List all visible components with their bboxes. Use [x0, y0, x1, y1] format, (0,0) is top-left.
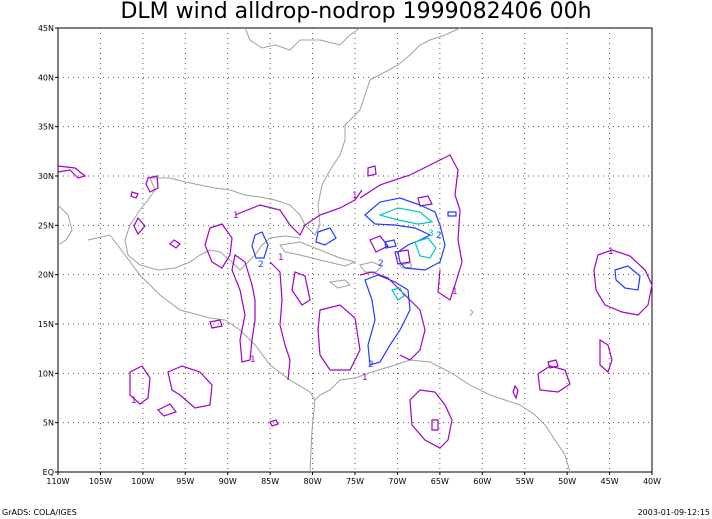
contour-labels: 1 1 2 1 3 2 2 2 1 1 1 1 1: [131, 191, 614, 406]
contour-label: 2: [258, 260, 264, 270]
contour-label: 1: [278, 253, 284, 263]
x-tick-label: 90W: [219, 477, 237, 486]
x-tick-label: 60W: [473, 477, 491, 486]
x-tick-label: 105W: [89, 477, 112, 486]
contour-level-1: [57, 154, 653, 449]
contour-label: 1: [352, 191, 358, 201]
coastlines: [57, 27, 571, 473]
contour-label: 1: [233, 211, 239, 221]
x-tick-label: 85W: [261, 477, 279, 486]
y-tick-label: 30N: [38, 172, 54, 181]
x-tick-label: 100W: [131, 477, 154, 486]
x-tick-label: 75W: [346, 477, 364, 486]
footer-timestamp: 2003-01-09-12:15: [638, 508, 710, 517]
y-tick-label: 40N: [38, 73, 54, 82]
contour-level-3: [378, 207, 437, 301]
x-tick-label: 70W: [388, 477, 406, 486]
x-tick-label: 95W: [176, 477, 194, 486]
contour-level-2: [251, 197, 641, 366]
y-tick-label: 25N: [38, 221, 54, 230]
contour-label: 1: [131, 396, 137, 406]
x-axis-ticks: 110W 105W 100W 95W 90W 85W 80W 75W 70W 65W 60W 55W 5…: [46, 472, 661, 486]
y-tick-label: 15N: [38, 320, 54, 329]
x-tick-label: 80W: [304, 477, 322, 486]
y-tick-label: 20N: [38, 271, 54, 280]
y-tick-label: 10N: [38, 369, 54, 378]
x-tick-label: 50W: [558, 477, 576, 486]
contour-label: 2: [436, 231, 442, 241]
contour-label: 3: [428, 229, 434, 239]
y-tick-label: 35N: [38, 123, 54, 132]
y-tick-label: 5N: [43, 419, 54, 428]
x-tick-label: 55W: [516, 477, 534, 486]
contour-label: 1: [362, 373, 368, 383]
contour-label: 2: [368, 360, 374, 370]
x-tick-label: 40W: [643, 477, 661, 486]
y-axis-ticks: 45N 40N 35N 30N 25N 20N 15N 10N 5N EQ: [38, 24, 58, 477]
contour-label: 2: [378, 259, 384, 269]
contour-label: 1: [452, 287, 458, 297]
contour-label: 1: [608, 247, 614, 257]
y-tick-label: 45N: [38, 24, 54, 33]
map-title: DLM wind alldrop-nodrop 1999082406 00h: [120, 0, 591, 24]
x-tick-label: 45W: [601, 477, 619, 486]
x-tick-label: 110W: [46, 477, 69, 486]
contour-label: 1: [250, 355, 256, 365]
x-tick-label: 65W: [431, 477, 449, 486]
footer-credit: GrADS: COLA/IGES: [2, 508, 77, 517]
lat-lon-grid: [58, 28, 652, 472]
plot-frame: [57, 27, 653, 473]
y-tick-label: EQ: [43, 468, 54, 477]
